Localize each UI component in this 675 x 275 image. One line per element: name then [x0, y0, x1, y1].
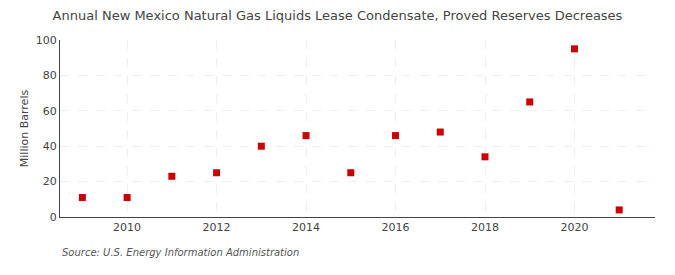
svg-text:80: 80 [43, 69, 57, 82]
svg-text:2018: 2018 [471, 221, 499, 234]
svg-text:2020: 2020 [560, 221, 588, 234]
svg-text:2016: 2016 [382, 221, 410, 234]
svg-text:20: 20 [43, 175, 57, 188]
svg-text:Source: U.S. Energy Informatio: Source: U.S. Energy Information Administ… [62, 247, 299, 258]
svg-text:2012: 2012 [203, 221, 231, 234]
svg-text:0: 0 [50, 211, 57, 224]
svg-text:2010: 2010 [113, 221, 141, 234]
svg-text:60: 60 [43, 105, 57, 118]
svg-text:Annual New Mexico Natural Gas: Annual New Mexico Natural Gas Liquids Le… [53, 8, 623, 23]
svg-text:40: 40 [43, 140, 57, 153]
svg-text:Million Barrels: Million Barrels [18, 90, 31, 168]
svg-text:2014: 2014 [292, 221, 320, 234]
svg-text:100: 100 [36, 34, 57, 47]
